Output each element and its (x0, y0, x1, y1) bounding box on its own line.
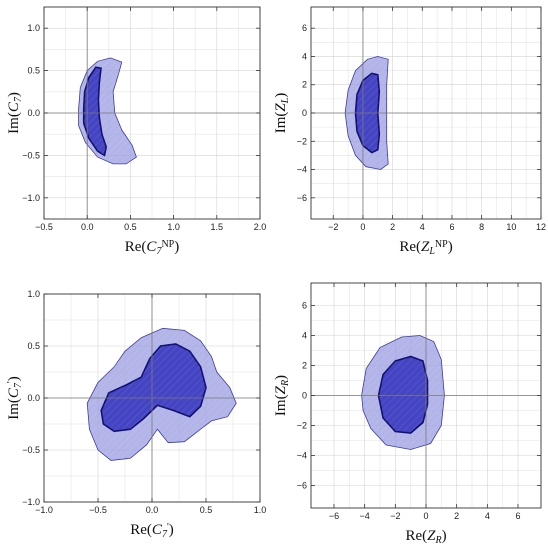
y-tick-label: −0.5 (22, 150, 40, 160)
y-tick-label: −1.0 (22, 497, 40, 507)
chart-panel-3: −1.0 −0.5 0.0 0.5 1.0 −1.0 −0.5 0.0 0.5 1.0 Re(C7'… (6, 289, 267, 540)
y-axis-label: Im(ZL) (273, 93, 291, 134)
x-tick-label: 4 (485, 511, 490, 521)
x-tick-label: −2 (390, 511, 400, 521)
x-tick-label: 1.5 (211, 222, 224, 232)
y-tick-label: −4 (297, 451, 307, 461)
x-tick-label: −2 (328, 222, 338, 232)
x-tick-label: −4 (360, 511, 370, 521)
x-tick-label: −6 (329, 511, 339, 521)
y-tick-label: 0.5 (27, 341, 40, 351)
x-axis-label: Re(ZR) (405, 528, 446, 546)
y-tick-label: −2 (297, 136, 307, 146)
x-tick-label: 0.5 (200, 505, 213, 515)
y-axis-label: Im(C7) (6, 92, 24, 134)
x-tick-label: 1.0 (254, 505, 267, 515)
inner-region-hatch (83, 67, 107, 156)
x-tick-label: 0 (423, 511, 428, 521)
y-tick-label: 1.0 (27, 23, 40, 33)
x-tick-label: 0.5 (124, 222, 137, 232)
x-tick-label: 2 (390, 222, 395, 232)
chart-panel-2: −2 0 2 4 6 8 10 12 −6 −4 −2 0 2 4 6 Re(ZLNP) Im(ZL) (273, 6, 546, 257)
y-tick-label: 4 (302, 51, 307, 61)
x-tick-label: 0 (360, 222, 365, 232)
x-tick-label: −0.5 (35, 222, 53, 232)
y-tick-label: −4 (297, 165, 307, 175)
x-tick-label: 2.0 (254, 222, 267, 232)
x-axis-label: Re(C7') (130, 522, 174, 540)
x-tick-label: 12 (536, 222, 546, 232)
inner-region-hatch (378, 356, 428, 433)
x-tick-label: 6 (449, 222, 454, 232)
y-tick-label: 6 (302, 23, 307, 33)
y-tick-label: 2 (302, 80, 307, 90)
y-tick-label: −6 (297, 193, 307, 203)
y-tick-label: 0.0 (27, 393, 40, 403)
x-tick-label: 0.0 (146, 505, 159, 515)
x-tick-label: 10 (506, 222, 516, 232)
x-axis-label: Re(ZLNP) (399, 239, 452, 257)
y-tick-label: −6 (297, 481, 307, 491)
y-axis-label: Im(ZR) (273, 375, 291, 416)
y-tick-label: 6 (302, 301, 307, 311)
y-tick-label: −2 (297, 421, 307, 431)
y-tick-label: 0 (302, 391, 307, 401)
x-tick-label: −0.5 (89, 505, 107, 515)
x-tick-label: 4 (420, 222, 425, 232)
x-tick-label: 6 (515, 511, 520, 521)
y-tick-label: −1.0 (22, 193, 40, 203)
x-tick-label: 0.0 (81, 222, 94, 232)
y-tick-label: 0 (302, 108, 307, 118)
chart-panel-1: −0.5 0.0 0.5 1.0 1.5 2.0 −1.0 −0.5 0.0 0.5 1.0 Re(C… (6, 6, 267, 257)
y-tick-label: 2 (302, 361, 307, 371)
x-tick-label: 8 (479, 222, 484, 232)
inner-region-hatch (101, 343, 206, 432)
y-tick-label: −0.5 (22, 445, 40, 455)
y-tick-label: 0.5 (27, 66, 40, 76)
x-tick-label: −1.0 (35, 505, 53, 515)
y-tick-label: 0.0 (27, 108, 40, 118)
x-tick-label: 1.0 (167, 222, 180, 232)
y-axis-label: Im(C7') (6, 376, 24, 420)
x-tick-label: 2 (454, 511, 459, 521)
y-tick-label: 4 (302, 331, 307, 341)
y-tick-label: 1.0 (27, 289, 40, 299)
chart-panel-4: −6 −4 −2 0 2 4 6 −6 −4 −2 0 2 4 6 Re(ZR) Im(ZR) (273, 282, 542, 546)
x-axis-label: Re(C7NP) (125, 239, 179, 257)
